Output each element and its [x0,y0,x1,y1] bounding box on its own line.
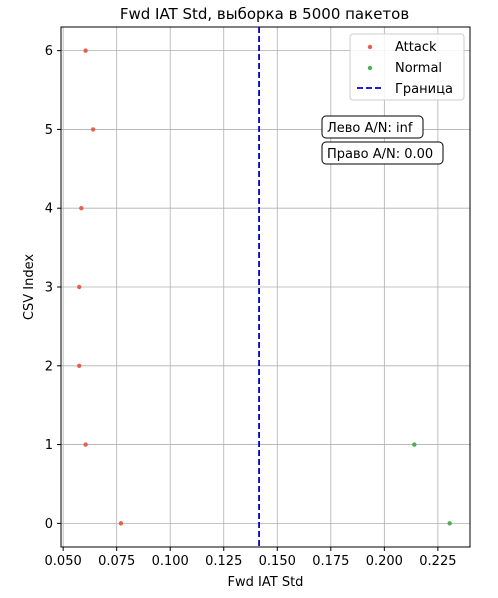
annotation-right-ratio: Право A/N: 0.00 [321,141,444,165]
x-axis-label: Fwd IAT Std [228,575,304,590]
x-tick-label: 0.075 [98,554,135,569]
x-tick-label: 0.150 [259,554,296,569]
x-tick-label: 0.050 [45,554,82,569]
legend-threshold-label: Граница [395,82,453,97]
attack-point [77,284,82,290]
y-tick-label: 2 [45,359,53,374]
legend-normal-marker [367,65,373,71]
attack-point [77,363,82,368]
annotation-boxes: Лево A/N: inf Право A/N: 0.00 [321,115,444,165]
legend-normal-label: Normal [395,61,442,76]
x-tick-label: 0.225 [419,554,456,569]
y-axis-label: CSV Index [22,254,37,320]
y-tick-label: 3 [45,281,53,296]
legend-frame [349,33,465,101]
y-tick-label: 1 [45,438,53,453]
x-tick-label: 0.100 [152,554,189,569]
x-tick-label: 0.175 [312,554,349,569]
chart-title: Fwd IAT Std, выборка в 5000 пакетов [120,5,409,23]
attack-point [83,442,88,447]
annotation-left-ratio: Лево A/N: inf [321,115,424,139]
data-points [77,48,452,526]
x-axis-ticks: 0.050 0.075 0.100 0.125 0.150 0.175 0.200 0.225 [45,547,456,569]
grid-lines [61,27,470,547]
legend: Attack Normal Граница [349,33,465,101]
y-tick-label: 4 [45,202,53,217]
attack-point [118,521,124,526]
annotation-right-text: Право A/N: 0.00 [327,147,433,162]
legend-attack-marker [367,44,373,50]
y-tick-label: 5 [45,123,53,138]
attack-point [83,48,88,53]
x-tick-label: 0.125 [205,554,242,569]
normal-point [447,521,452,526]
annotation-left-text: Лево A/N: inf [327,121,413,136]
x-tick-label: 0.200 [366,554,403,569]
y-axis-ticks: 0 1 2 3 4 5 6 [45,44,61,532]
y-tick-label: 6 [45,44,53,59]
attack-point [79,206,84,211]
normal-point [412,442,417,447]
attack-point [90,127,96,132]
y-tick-label: 0 [45,517,53,532]
legend-attack-label: Attack [395,40,437,55]
